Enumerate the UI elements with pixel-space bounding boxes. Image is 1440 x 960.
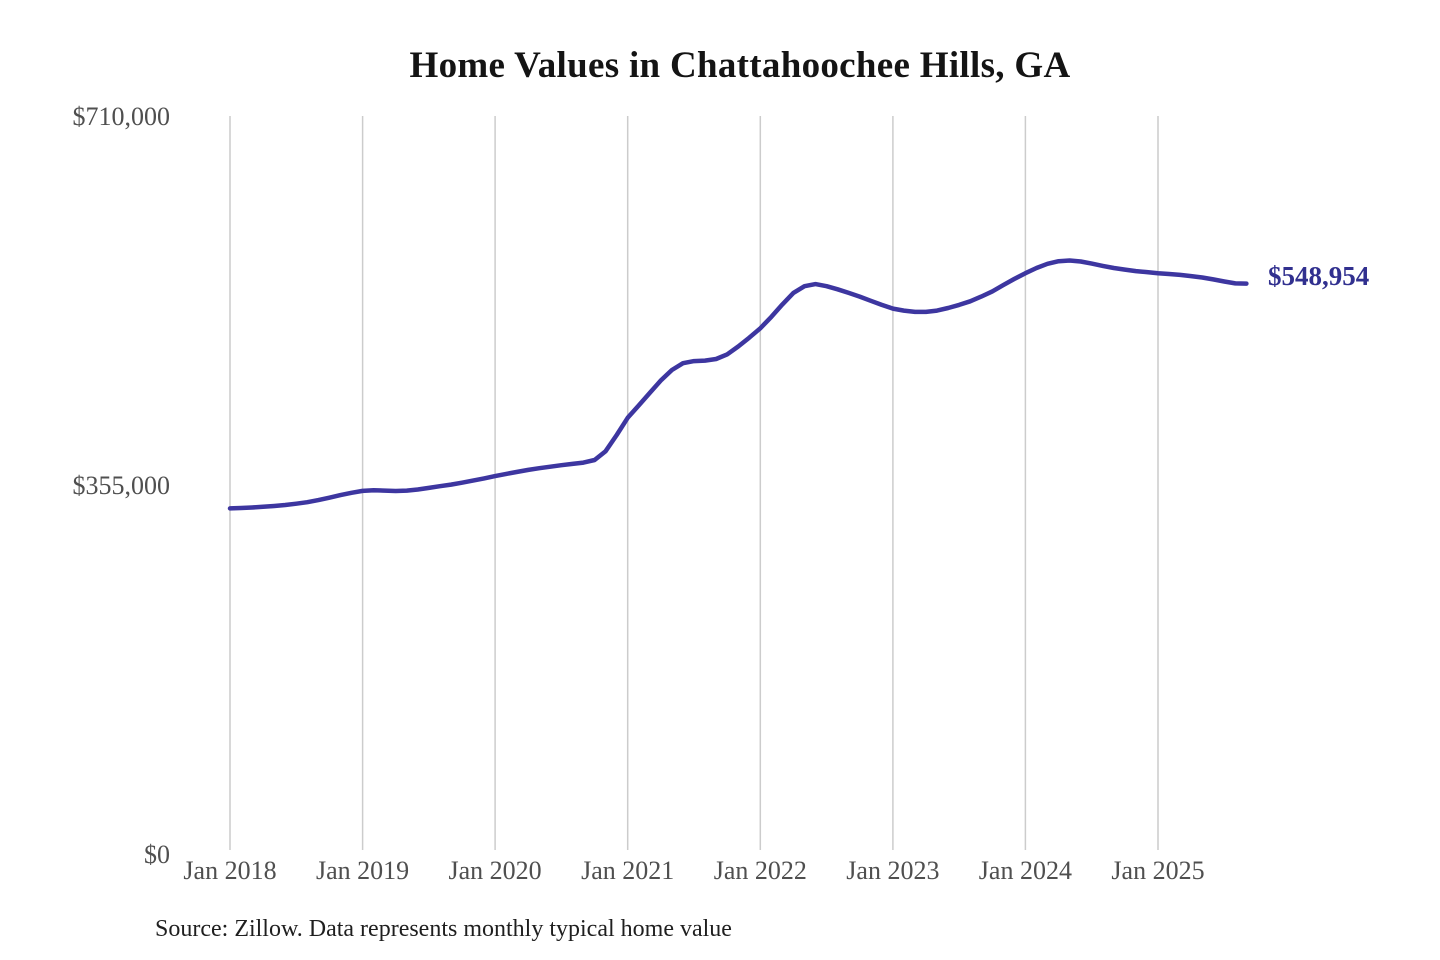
x-tick-jan-2019: Jan 2019 (316, 856, 410, 885)
home-value-line (227, 258, 1249, 511)
source-attribution: Source: Zillow. Data represents monthly … (155, 916, 732, 942)
x-tick-jan-2025: Jan 2025 (1111, 856, 1205, 885)
latest-value-label: $548,954 (1268, 261, 1370, 291)
x-tick-jan-2021: Jan 2021 (581, 856, 675, 885)
y-tick-710000: $710,000 (72, 102, 171, 131)
x-tick-jan-2022: Jan 2022 (713, 856, 807, 885)
y-tick-0: $0 (144, 840, 170, 869)
x-tick-jan-2023: Jan 2023 (846, 856, 940, 885)
x-tick-jan-2024: Jan 2024 (978, 856, 1072, 885)
x-tick-jan-2020: Jan 2020 (448, 856, 542, 885)
chart-title: Home Values in Chattahoochee Hills, GA (409, 45, 1071, 86)
vertical-gridlines (229, 116, 1159, 850)
x-tick-jan-2018: Jan 2018 (183, 856, 277, 885)
y-tick-355000: $355,000 (72, 471, 171, 500)
